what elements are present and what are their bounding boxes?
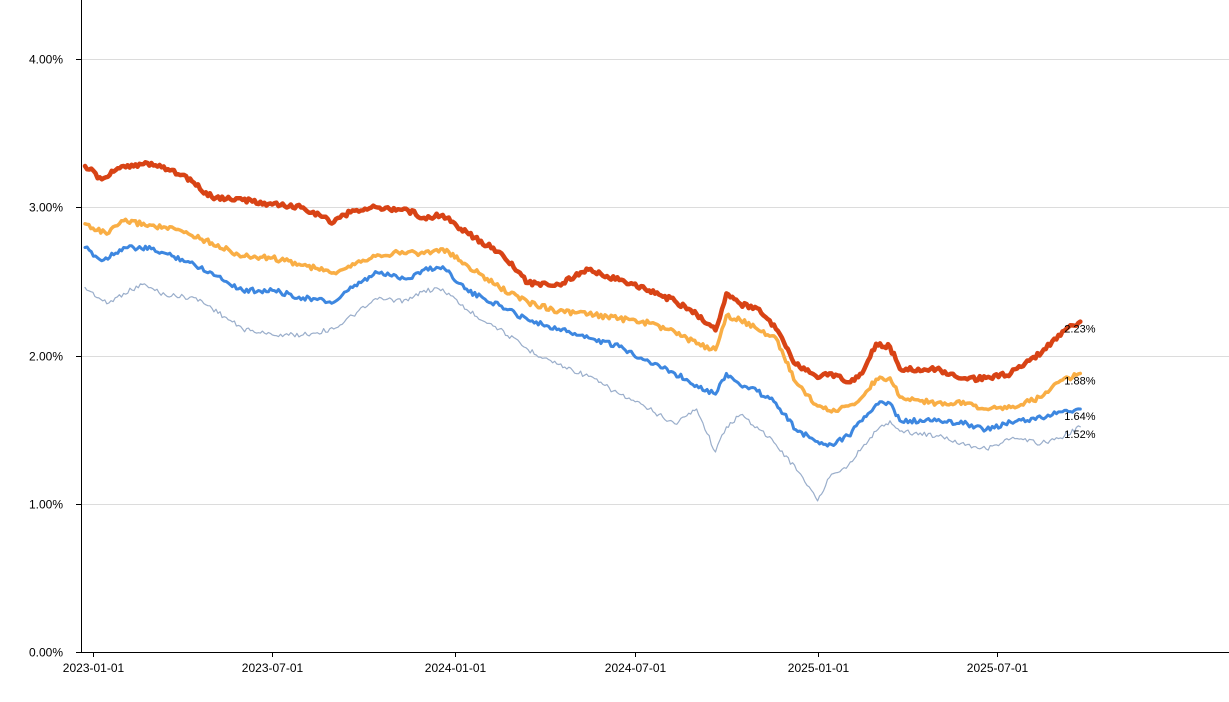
series-end-label: 1.88%	[1064, 375, 1095, 387]
y-tick-label: 0.00%	[29, 646, 63, 660]
series-end-label: 1.64%	[1064, 411, 1095, 423]
x-tick-label: 2023-07-01	[242, 661, 304, 675]
x-tick-label: 2023-01-01	[63, 661, 125, 675]
label-layer: 1.52% 1.64% 1.88% 2.23%	[1064, 324, 1095, 441]
series-line	[82, 160, 1083, 385]
series-end-label: 2.23%	[1064, 324, 1095, 336]
x-tick-label: 2025-07-01	[967, 661, 1029, 675]
y-tick-label: 2.00%	[29, 350, 63, 364]
series-line	[83, 217, 1083, 414]
y-tick-label: 4.00%	[29, 53, 63, 67]
x-tick-label: 2024-07-01	[605, 661, 667, 675]
axis-layer: 0.00% 1.00% 2.00% 3.00% 4.00% 2023-01-01 2023-…	[29, 0, 1229, 675]
series-line	[84, 283, 1081, 502]
y-tick-label: 3.00%	[29, 201, 63, 215]
y-tick-label: 1.00%	[29, 498, 63, 512]
series-end-label: 1.52%	[1064, 429, 1095, 441]
x-tick-label: 2025-01-01	[788, 661, 850, 675]
series-layer	[82, 160, 1083, 502]
x-tick-label: 2024-01-01	[425, 661, 487, 675]
series-line	[83, 244, 1082, 448]
